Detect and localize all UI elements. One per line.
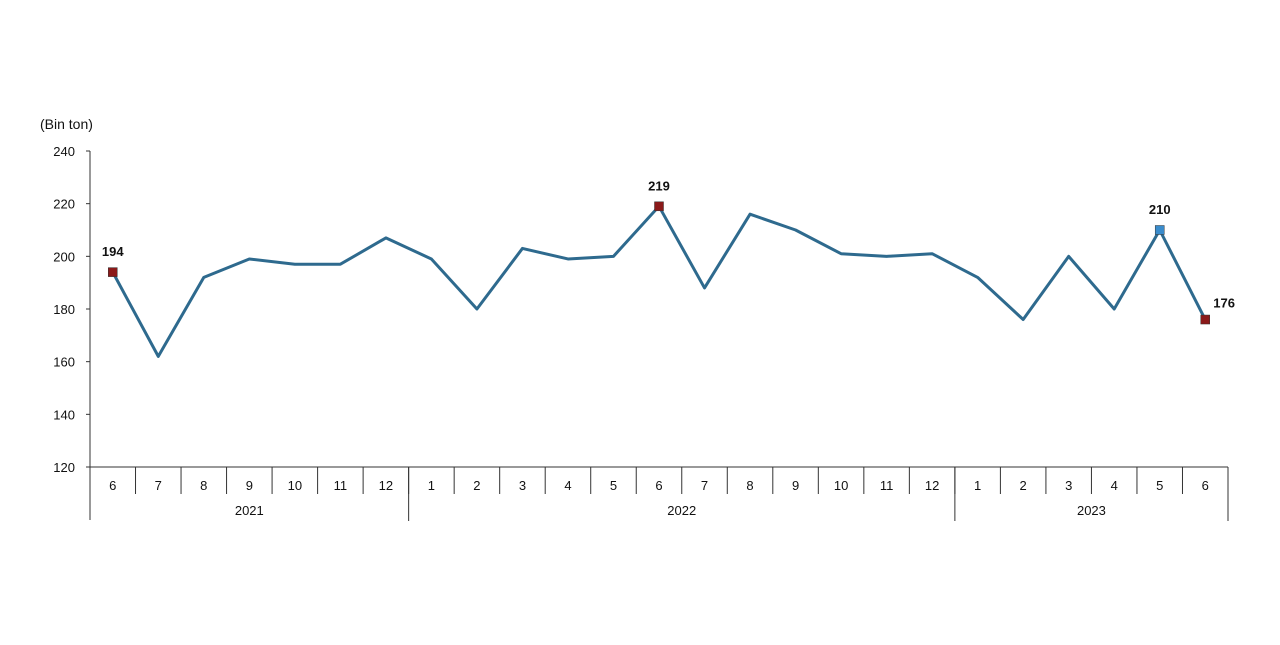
year-label: 2022 — [667, 503, 696, 518]
x-tick-label: 7 — [701, 478, 708, 493]
highlight-marker — [1201, 315, 1210, 324]
highlight-marker — [655, 202, 664, 211]
data-label: 219 — [648, 178, 670, 193]
x-tick-label: 3 — [1065, 478, 1072, 493]
x-tick-label: 2 — [473, 478, 480, 493]
y-tick-label: 120 — [53, 460, 75, 475]
x-tick-label: 1 — [974, 478, 981, 493]
highlight-marker — [108, 268, 117, 277]
series-line — [113, 206, 1205, 356]
y-tick-label: 180 — [53, 302, 75, 317]
x-tick-label: 11 — [880, 478, 894, 493]
x-tick-label: 2 — [1020, 478, 1027, 493]
x-tick-label: 7 — [155, 478, 162, 493]
data-label: 194 — [102, 244, 124, 259]
x-tick-label: 12 — [925, 478, 939, 493]
x-tick-label: 10 — [288, 478, 302, 493]
y-tick-label: 220 — [53, 197, 75, 212]
x-tick-label: 6 — [655, 478, 662, 493]
y-tick-label: 140 — [53, 407, 75, 422]
x-tick-label: 4 — [1111, 478, 1118, 493]
y-tick-label: 240 — [53, 144, 75, 159]
y-axis-label: (Bin ton) — [40, 116, 93, 132]
year-label: 2023 — [1077, 503, 1106, 518]
x-tick-label: 6 — [1202, 478, 1209, 493]
x-tick-label: 3 — [519, 478, 526, 493]
data-label: 176 — [1213, 296, 1235, 311]
x-tick-label: 8 — [200, 478, 207, 493]
x-tick-label: 9 — [246, 478, 253, 493]
x-tick-label: 10 — [834, 478, 848, 493]
x-tick-label: 6 — [109, 478, 116, 493]
x-tick-label: 1 — [428, 478, 435, 493]
year-label: 2021 — [235, 503, 264, 518]
y-tick-label: 160 — [53, 355, 75, 370]
data-label: 210 — [1149, 202, 1171, 217]
x-tick-label: 5 — [610, 478, 617, 493]
x-tick-label: 9 — [792, 478, 799, 493]
highlight-marker — [1155, 226, 1164, 235]
y-tick-label: 200 — [53, 249, 75, 264]
x-tick-label: 12 — [379, 478, 393, 493]
x-tick-label: 8 — [746, 478, 753, 493]
x-tick-label: 4 — [564, 478, 571, 493]
x-tick-label: 11 — [334, 478, 348, 493]
x-tick-label: 5 — [1156, 478, 1163, 493]
